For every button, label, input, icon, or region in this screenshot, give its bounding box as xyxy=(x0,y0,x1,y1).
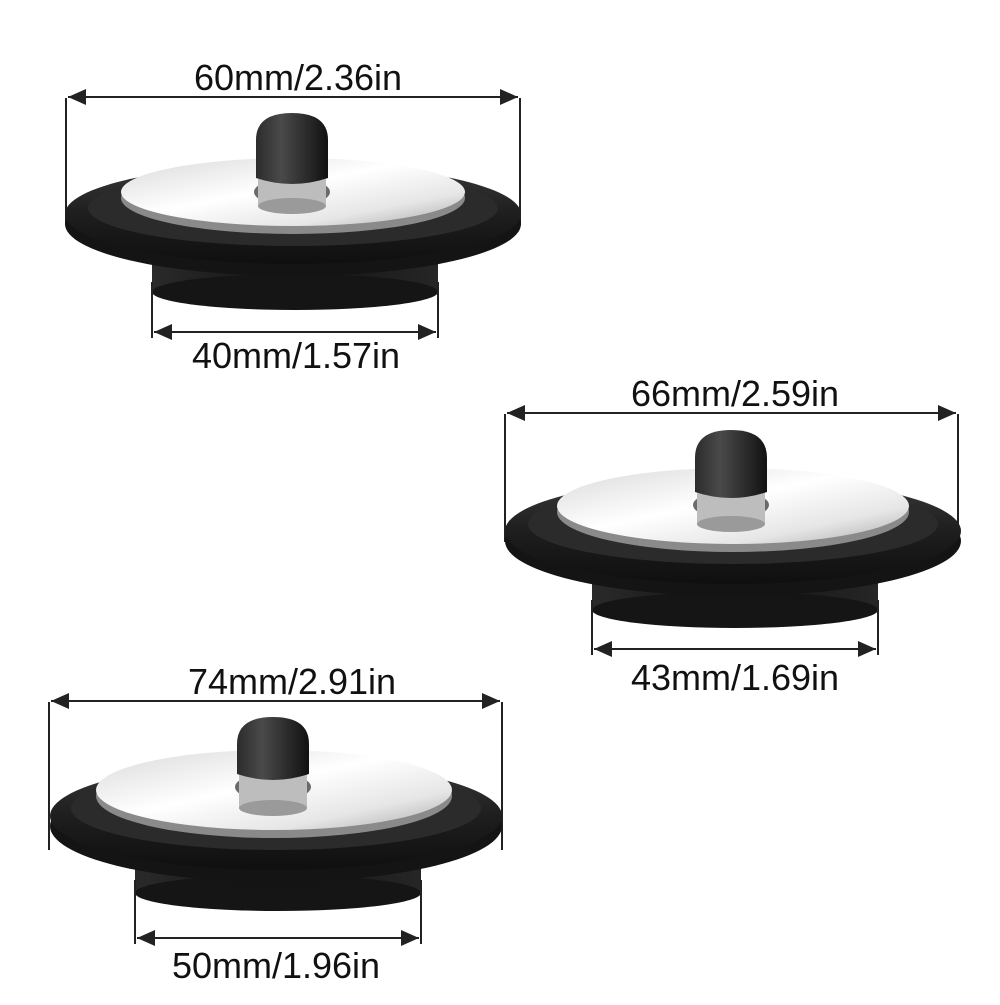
stopper-3 xyxy=(48,693,503,946)
stopper-1-bottom-diameter-label: 40mm/1.57in xyxy=(191,335,401,376)
stopper-1 xyxy=(65,89,521,340)
stopper-3-top-diameter-label: 74mm/2.91in xyxy=(187,661,397,702)
stopper-2 xyxy=(504,405,961,657)
stopper-1-top-diameter-label: 60mm/2.36in xyxy=(193,57,403,98)
stopper-2-top-diameter-label: 66mm/2.59in xyxy=(630,373,840,414)
stopper-3-bottom-diameter-label: 50mm/1.96in xyxy=(171,945,381,986)
stopper-2-bottom-diameter-label: 43mm/1.69in xyxy=(630,657,840,698)
